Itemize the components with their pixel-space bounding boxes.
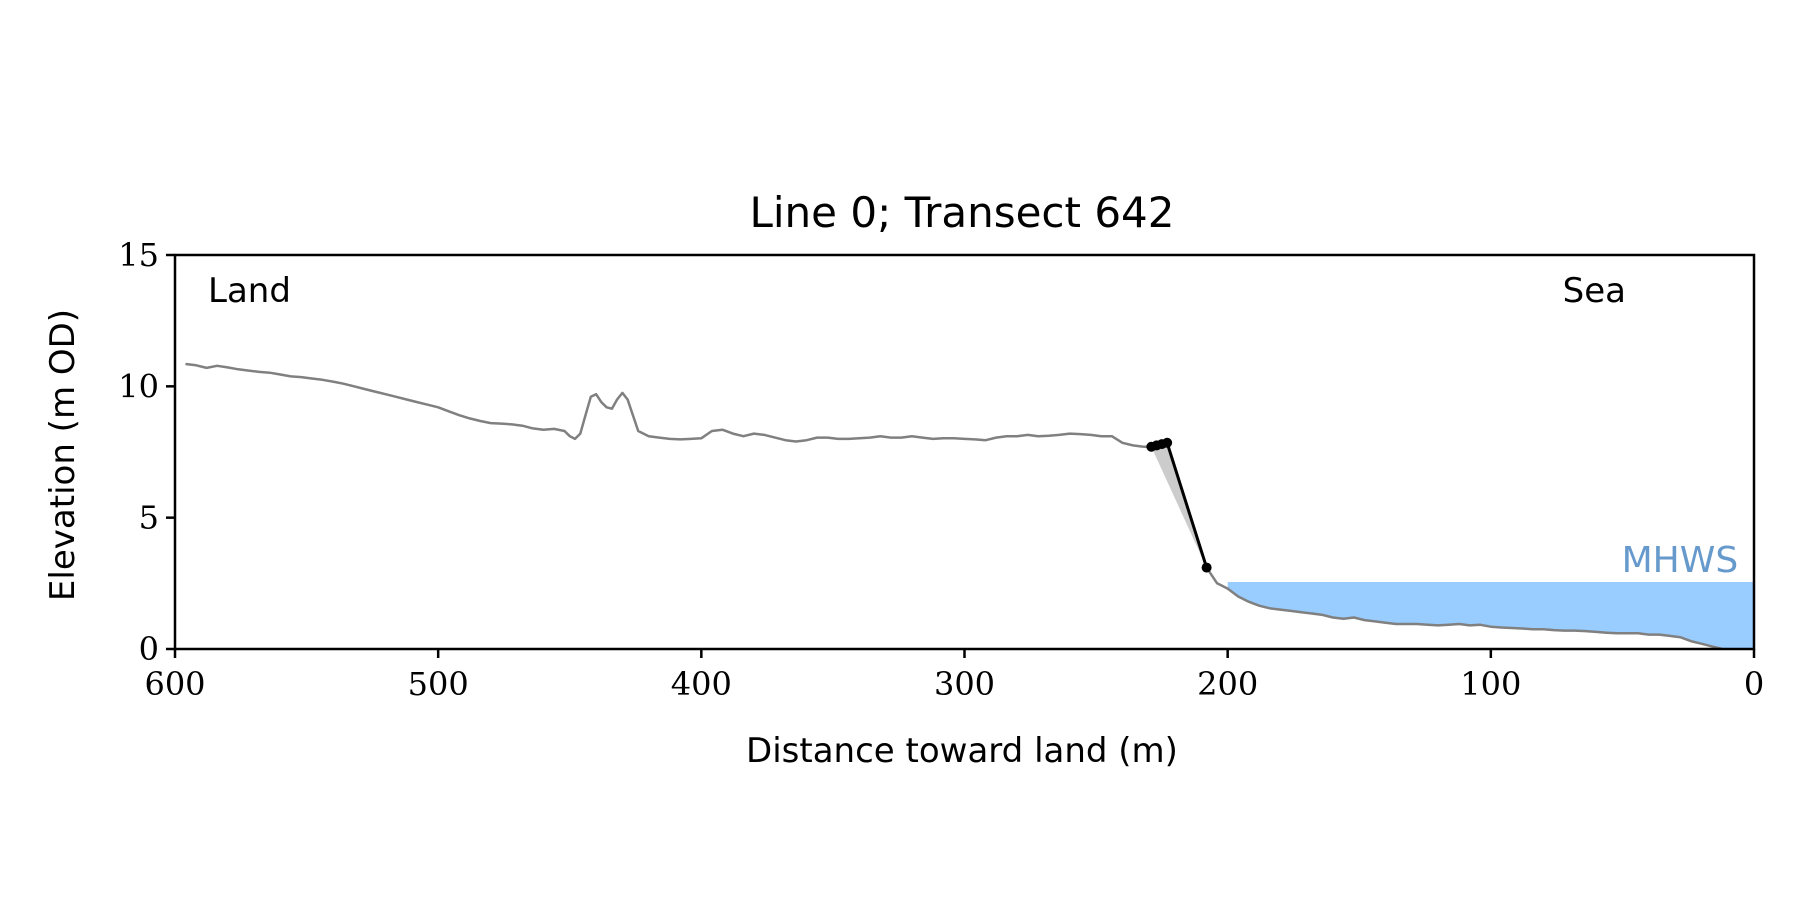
profile-line-foreshore — [1205, 566, 1723, 651]
x-tick-label: 400 — [671, 665, 732, 703]
mhws-water-fill — [1227, 582, 1754, 649]
x-tick-label: 0 — [1744, 665, 1764, 703]
x-tick-label: 500 — [408, 665, 469, 703]
plot-area: MHWS — [185, 362, 1754, 651]
land-label: Land — [208, 271, 291, 311]
y-axis-ticks: 0 5 10 15 — [118, 236, 175, 668]
profile-line-land — [185, 362, 1144, 448]
x-tick-label: 100 — [1460, 665, 1521, 703]
cliff-point — [1201, 562, 1212, 573]
y-tick-label: 0 — [139, 630, 159, 668]
y-axis-label: Elevation (m OD) — [43, 309, 83, 601]
plot-frame — [173, 253, 1756, 651]
y-tick-label: 10 — [118, 367, 159, 405]
cliff-shading — [1151, 446, 1207, 568]
sea-label: Sea — [1563, 271, 1626, 311]
x-tick-label: 200 — [1197, 665, 1258, 703]
x-tick-label: 300 — [934, 665, 995, 703]
y-tick-label: 15 — [118, 236, 159, 274]
chart-title: Line 0; Transect 642 — [749, 188, 1174, 237]
cliff-point — [1162, 437, 1173, 448]
x-tick-label: 600 — [144, 665, 205, 703]
mhws-label: MHWS — [1622, 540, 1739, 581]
x-axis-label: Distance toward land (m) — [746, 731, 1178, 771]
x-axis-ticks: 600 500 400 300 200 100 0 — [144, 649, 1764, 703]
y-tick-label: 5 — [139, 499, 159, 537]
